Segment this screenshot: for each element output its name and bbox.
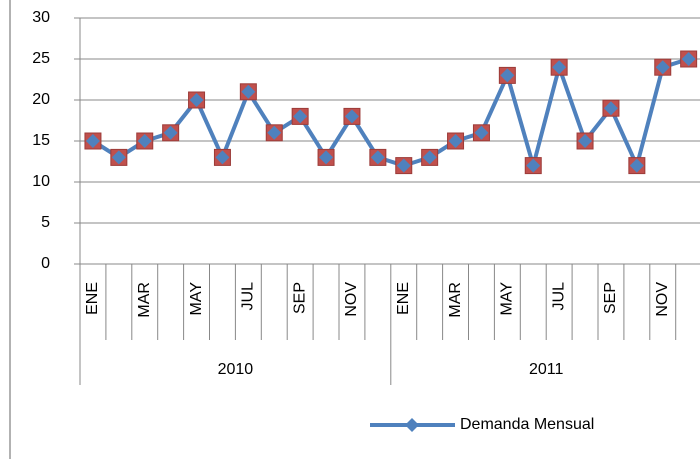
- point-marker: [602, 99, 620, 117]
- marker-diamond: [267, 125, 282, 140]
- data-line: [91, 57, 690, 168]
- point-marker: [188, 91, 206, 109]
- marker-diamond: [241, 84, 256, 99]
- x-tick-label: ENE: [395, 282, 412, 315]
- marker-diamond: [370, 150, 385, 165]
- point-marker: [498, 66, 516, 84]
- group-label: 2010: [218, 361, 254, 378]
- group-label: 2011: [529, 361, 564, 378]
- x-tick-label: MAR: [447, 282, 464, 318]
- x-tick-label: SEP: [291, 282, 308, 314]
- marker-diamond: [474, 125, 489, 140]
- y-tick-label: 0: [41, 255, 50, 272]
- marker-diamond: [215, 150, 230, 165]
- marker-diamond: [500, 68, 515, 83]
- marker-diamond: [111, 150, 126, 165]
- y-tick-label: 25: [32, 50, 50, 67]
- y-tick-label: 10: [32, 173, 50, 190]
- point-marker: [265, 124, 283, 142]
- marker-diamond: [85, 134, 100, 148]
- marker-diamond: [578, 134, 593, 148]
- x-tick-label: JUL: [240, 282, 257, 311]
- marker-diamond: [681, 52, 696, 66]
- y-tick-label: 20: [32, 91, 50, 108]
- point-marker: [472, 124, 490, 142]
- point-marker: [239, 83, 257, 101]
- point-marker: [343, 107, 361, 125]
- point-marker: [84, 132, 102, 150]
- point-marker: [317, 148, 335, 166]
- y-tick-label: 30: [32, 9, 50, 26]
- marker-diamond: [655, 60, 670, 75]
- y-tick-label: 5: [41, 214, 50, 231]
- marker-diamond: [526, 158, 541, 173]
- point-marker: [550, 58, 568, 76]
- x-tick-label: NOV: [654, 282, 671, 317]
- marker-diamond: [448, 134, 463, 148]
- point-marker: [213, 148, 231, 166]
- legend-label: Demanda Mensual: [460, 416, 594, 433]
- point-marker: [576, 132, 594, 150]
- marker-diamond: [137, 134, 152, 148]
- legend-marker: [405, 418, 419, 432]
- y-tick-label: 15: [32, 132, 50, 149]
- point-marker: [136, 132, 154, 150]
- x-tick-label: ENE: [84, 282, 101, 315]
- x-tick-label: MAY: [188, 282, 205, 316]
- point-marker: [421, 148, 439, 166]
- point-marker: [628, 157, 646, 175]
- marker-diamond: [629, 158, 644, 173]
- marker-diamond: [552, 60, 567, 75]
- point-marker: [447, 132, 465, 150]
- marker-diamond: [422, 150, 437, 165]
- marker-diamond: [293, 109, 308, 124]
- marker-diamond: [603, 101, 618, 116]
- point-marker: [654, 58, 672, 76]
- x-tick-label: MAR: [136, 282, 153, 318]
- point-marker: [524, 157, 542, 175]
- marker-diamond: [189, 93, 204, 107]
- x-tick-label: MAY: [499, 282, 516, 316]
- marker-diamond: [344, 109, 359, 124]
- marker-diamond: [319, 150, 334, 165]
- marker-diamond: [163, 125, 178, 140]
- point-marker: [395, 157, 413, 175]
- point-marker: [291, 107, 309, 125]
- point-marker: [110, 148, 128, 166]
- point-marker: [162, 124, 180, 142]
- marker-diamond: [396, 158, 411, 173]
- point-marker: [369, 148, 387, 166]
- point-marker: [680, 50, 698, 68]
- x-tick-label: NOV: [343, 282, 360, 317]
- x-tick-label: JUL: [550, 282, 567, 311]
- x-tick-label: SEP: [602, 282, 619, 314]
